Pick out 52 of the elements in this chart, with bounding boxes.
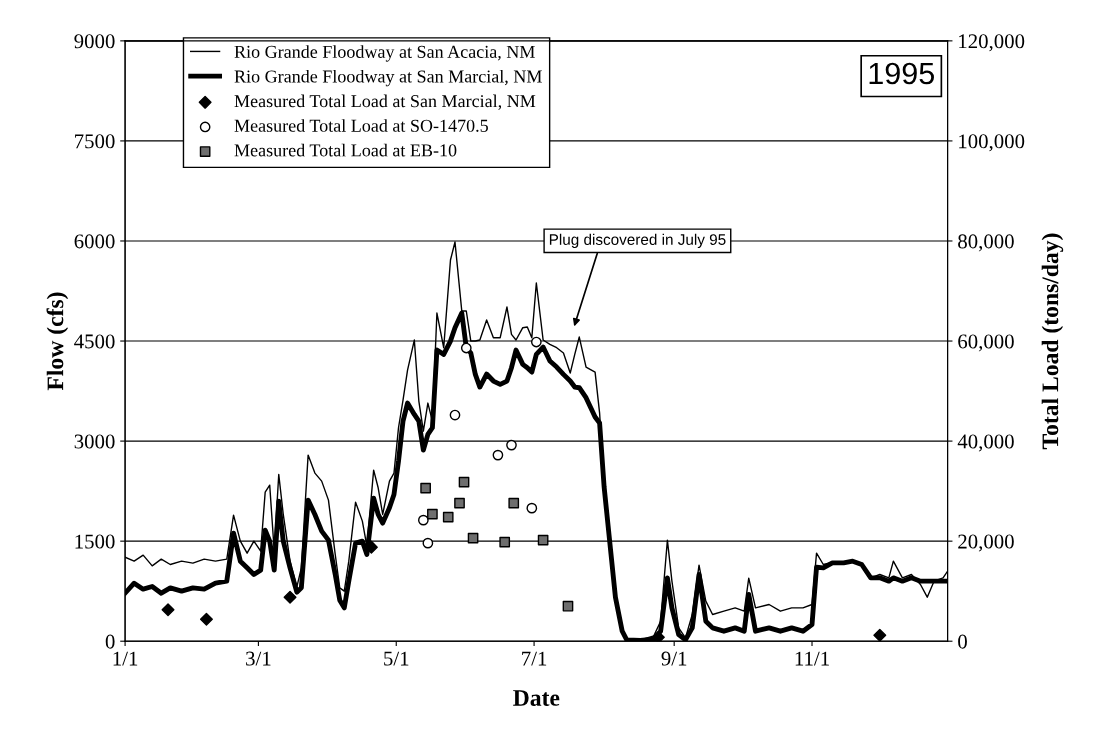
point <box>199 612 213 626</box>
point <box>460 342 472 354</box>
point <box>492 449 504 461</box>
x-tick-label: 3/1 <box>246 651 271 666</box>
point <box>499 536 511 548</box>
y2-tick-label: 40,000 <box>957 434 1014 452</box>
x-tick-label: 5/1 <box>384 651 409 666</box>
legend-label: Rio Grande Floodway at San Acacia, NM <box>234 45 535 62</box>
y-axis-title: Flow (cfs) <box>46 292 69 391</box>
legend-label: Measured Total Load at San Marcial, NM <box>234 94 536 110</box>
point <box>161 603 175 617</box>
y2-tick-label: 60,000 <box>958 334 1014 352</box>
annotation: 1995 <box>869 62 934 85</box>
point <box>526 502 538 514</box>
x-tick-label: 7/1 <box>522 651 547 666</box>
point <box>508 497 520 509</box>
point <box>422 537 434 549</box>
point <box>530 336 542 348</box>
legend-label: Rio Grande Floodway at San Marcial, NM <box>234 69 542 87</box>
annotation: Plug discovered in July 95 <box>549 233 726 248</box>
y-tick-label: 4500 <box>74 334 115 349</box>
y2-tick-label: 0 <box>958 634 967 649</box>
point <box>449 409 461 421</box>
y2-tick-label: 20,000 <box>958 534 1014 552</box>
y2-axis-title: Total Load (tons/day) <box>1041 233 1064 450</box>
point <box>454 497 465 509</box>
y2-tick-label: 120,000 <box>959 34 1025 52</box>
x-tick-label: 9/1 <box>661 651 687 666</box>
x-tick-label: 11/1 <box>795 651 829 666</box>
point <box>651 630 665 642</box>
y-tick-label: 0 <box>105 634 115 649</box>
point <box>442 511 454 523</box>
point <box>418 514 429 526</box>
y-tick-label: 1500 <box>75 534 115 549</box>
y2-tick-label: 100,000 <box>959 134 1025 152</box>
y-tick-label: 6000 <box>74 234 115 249</box>
legend-label: Measured Total Load at SO-1470.5 <box>234 119 488 132</box>
point <box>537 534 549 546</box>
point <box>562 600 574 612</box>
legend-label: Measured Total Load at EB-10 <box>234 143 457 157</box>
point <box>283 590 297 604</box>
point <box>873 628 887 642</box>
y2-tick-label: 80,000 <box>958 234 1014 252</box>
point <box>420 482 431 494</box>
x-tick-label: 1/1 <box>113 651 138 666</box>
y-tick-label: 3000 <box>74 434 115 449</box>
x-axis-title: Date <box>513 690 560 706</box>
point <box>467 532 479 544</box>
point <box>427 508 438 520</box>
y-tick-label: 9000 <box>74 34 115 49</box>
point <box>506 439 517 451</box>
y-tick-label: 7500 <box>75 134 115 149</box>
